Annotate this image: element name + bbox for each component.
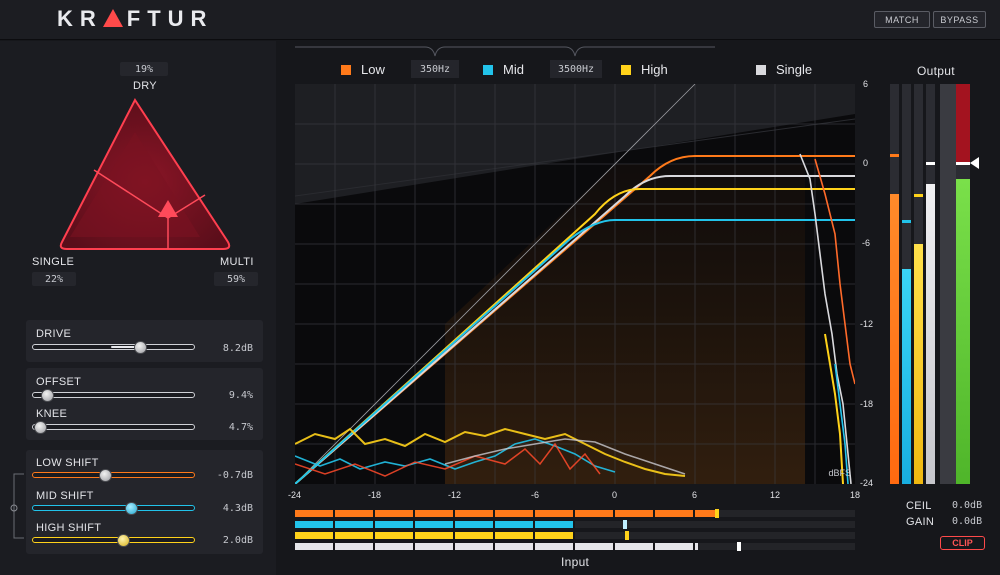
knee-slider[interactable] bbox=[32, 424, 195, 430]
high-swatch-icon bbox=[621, 64, 631, 75]
input-meter-mid-fill bbox=[295, 521, 575, 528]
match-button[interactable]: MATCH bbox=[874, 11, 930, 28]
low-shift-knob[interactable] bbox=[99, 469, 113, 482]
legend-single[interactable]: Single bbox=[756, 62, 812, 77]
drive-label: DRIVE bbox=[36, 328, 72, 340]
input-meter-high-peak bbox=[625, 531, 630, 540]
high-shift-value: 2.0dB bbox=[222, 535, 253, 546]
mid-swatch-icon bbox=[483, 64, 493, 75]
low-shift-value: -0.7dB bbox=[216, 470, 253, 481]
offset-label: OFFSET bbox=[36, 376, 82, 388]
output-meter-mid bbox=[902, 84, 911, 484]
x-tick: -24 bbox=[288, 490, 302, 500]
mix-handle-icon[interactable] bbox=[158, 200, 178, 217]
crossover-low-mid[interactable]: 350Hz bbox=[411, 60, 459, 78]
mix-triangle[interactable] bbox=[50, 92, 240, 257]
legend-mid[interactable]: Mid bbox=[483, 62, 524, 77]
input-label: Input bbox=[561, 555, 590, 569]
input-meter-low-peak bbox=[715, 509, 719, 518]
dry-value: 19% bbox=[120, 62, 168, 76]
clip-button[interactable]: CLIP bbox=[940, 536, 985, 550]
gain-label: GAIN bbox=[906, 516, 935, 528]
multi-value: 59% bbox=[214, 272, 258, 286]
ceil-value[interactable]: 0.0dB bbox=[952, 500, 983, 511]
offset-value: 9.4% bbox=[228, 390, 253, 401]
low-shift-label: LOW SHIFT bbox=[36, 457, 99, 469]
legend-low[interactable]: Low bbox=[341, 62, 385, 77]
output-meter-high bbox=[914, 84, 923, 484]
mid-shift-slider[interactable] bbox=[32, 505, 195, 511]
output-meter-scale bbox=[940, 84, 956, 484]
output-meter-master bbox=[956, 84, 970, 484]
y-tick: -24 bbox=[860, 478, 874, 488]
link-icon[interactable] bbox=[10, 504, 18, 512]
x-tick: 0 bbox=[612, 490, 618, 500]
shift-card: LOW SHIFT -0.7dB MID SHIFT 4.3dB HIGH SH… bbox=[26, 450, 263, 554]
offset-knob[interactable] bbox=[40, 389, 54, 402]
input-meter-single-fill bbox=[295, 543, 699, 550]
transfer-graph[interactable]: dBFS bbox=[294, 83, 856, 485]
y-tick: -18 bbox=[860, 399, 874, 409]
knee-label: KNEE bbox=[36, 408, 68, 420]
drive-card: DRIVE 8.2dB bbox=[26, 320, 263, 362]
single-label: SINGLE bbox=[32, 256, 75, 268]
x-tick: 6 bbox=[692, 490, 698, 500]
crossover-mid-high[interactable]: 3500Hz bbox=[550, 60, 602, 78]
single-swatch-icon bbox=[756, 64, 766, 75]
output-meter-single bbox=[926, 84, 935, 484]
link-bracket bbox=[10, 473, 24, 539]
high-shift-knob[interactable] bbox=[117, 534, 131, 547]
input-meter-single bbox=[295, 542, 855, 551]
crossover-bracket bbox=[295, 46, 715, 57]
low-shift-slider[interactable] bbox=[32, 472, 195, 478]
gain-value[interactable]: 0.0dB bbox=[952, 516, 983, 527]
y-tick: -12 bbox=[860, 319, 874, 329]
high-shift-slider[interactable] bbox=[32, 537, 195, 543]
output-meter-low bbox=[890, 84, 899, 484]
legend-high[interactable]: High bbox=[621, 62, 668, 77]
offset-slider[interactable] bbox=[32, 392, 195, 398]
logo: KR FTUR bbox=[57, 6, 214, 31]
input-meter-low bbox=[295, 509, 855, 518]
high-shift-label: HIGH SHIFT bbox=[36, 522, 102, 534]
logo-triangle-icon bbox=[102, 9, 123, 27]
y-tick: 6 bbox=[863, 79, 869, 89]
input-meter-high-fill bbox=[295, 532, 575, 539]
y-tick: 0 bbox=[863, 158, 869, 168]
mid-shift-knob[interactable] bbox=[125, 502, 139, 515]
transfer-curves bbox=[294, 83, 856, 485]
single-value: 22% bbox=[32, 272, 76, 286]
x-tick: 12 bbox=[770, 490, 781, 500]
output-title: Output bbox=[917, 64, 955, 78]
knee-knob[interactable] bbox=[34, 421, 48, 434]
x-tick: -6 bbox=[531, 490, 540, 500]
low-swatch-icon bbox=[341, 64, 351, 75]
y-tick: -6 bbox=[862, 238, 871, 248]
input-meter-mid bbox=[295, 520, 855, 529]
x-tick: -12 bbox=[448, 490, 462, 500]
bypass-button[interactable]: BYPASS bbox=[933, 11, 986, 28]
graph-unit: dBFS bbox=[828, 468, 851, 478]
drive-knob[interactable] bbox=[133, 341, 147, 354]
multi-label: MULTI bbox=[220, 256, 254, 268]
ceil-label: CEIL bbox=[906, 500, 932, 512]
input-meter-single-peak bbox=[737, 542, 742, 551]
drive-value: 8.2dB bbox=[222, 343, 253, 354]
x-tick: -18 bbox=[368, 490, 382, 500]
ceiling-handle-icon[interactable] bbox=[970, 157, 979, 169]
drive-slider[interactable] bbox=[32, 344, 195, 350]
knee-value: 4.7% bbox=[228, 422, 253, 433]
input-meter-low-fill bbox=[295, 510, 715, 517]
mid-shift-value: 4.3dB bbox=[222, 503, 253, 514]
input-meter-mid-peak bbox=[622, 520, 627, 529]
top-bar: KR FTUR MATCH BYPASS bbox=[0, 0, 1000, 40]
offset-knee-card: OFFSET 9.4% KNEE 4.7% bbox=[26, 368, 263, 440]
dry-label: DRY bbox=[133, 80, 157, 92]
input-meter-high bbox=[295, 531, 855, 540]
mid-shift-label: MID SHIFT bbox=[36, 490, 94, 502]
x-tick: 18 bbox=[850, 490, 861, 500]
